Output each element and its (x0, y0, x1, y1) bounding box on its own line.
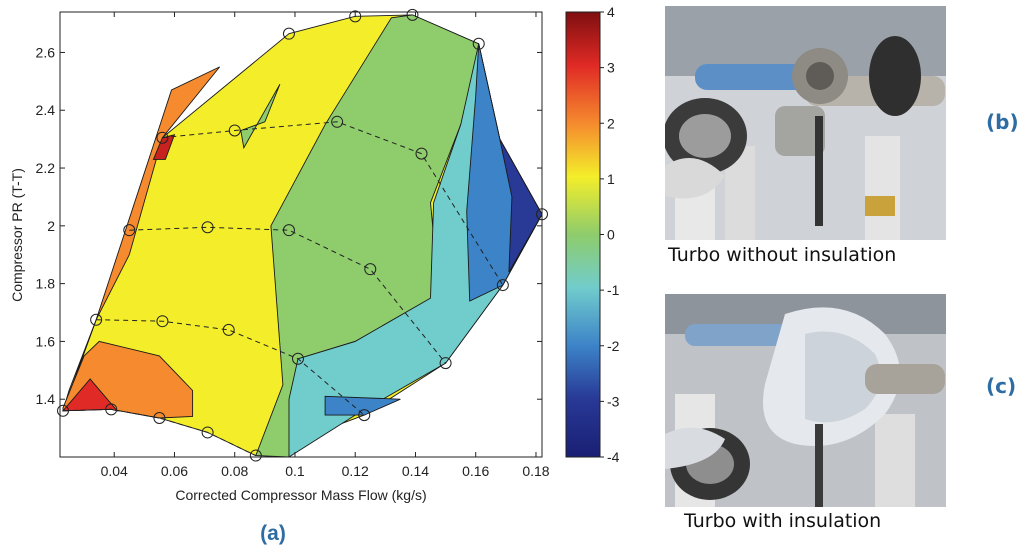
contour-region-9 (324, 395, 401, 416)
measurement-point-6 (439, 357, 452, 370)
speed-line-3 (162, 121, 504, 286)
measurement-point-3 (201, 426, 214, 439)
panel-label-b: (b) (986, 110, 1019, 134)
colorbar-tick-label: 2 (607, 115, 615, 131)
measurement-points (57, 8, 548, 462)
speed-line-1 (96, 319, 365, 416)
speed-line-0 (62, 408, 257, 457)
colorbar-tick-label: 0 (607, 227, 615, 243)
panel-label-c: (c) (986, 374, 1017, 398)
measurement-point-22 (349, 10, 362, 23)
contour-region-8 (466, 43, 542, 302)
measurement-point-20 (415, 147, 428, 160)
caption-c: Turbo with insulation (684, 510, 882, 532)
y-axis: 1.4 1.6 1.8 2 2.2 2.4 2.6 (36, 44, 542, 407)
photo-turbo-without-insulation (665, 6, 946, 240)
y-tick-label: 1.4 (36, 391, 56, 407)
measurement-point-1 (105, 403, 118, 416)
measurement-point-17 (156, 131, 169, 144)
contour-region-10 (499, 138, 542, 273)
contour-region-4 (152, 134, 176, 160)
measurement-point-11 (222, 323, 235, 336)
measurement-point-24 (472, 37, 485, 50)
x-tick-label: 0.04 (101, 463, 128, 479)
colorbar-tick-label: -2 (607, 338, 620, 354)
y-tick-label: 1.6 (36, 333, 56, 349)
x-axis-label: Corrected Compressor Mass Flow (kg/s) (175, 487, 426, 503)
x-tick-label: 0.12 (342, 463, 369, 479)
measurement-point-16 (364, 263, 377, 276)
measurement-point-5 (358, 409, 371, 422)
panel-label-a: (a) (260, 522, 286, 545)
y-tick-label: 2.6 (36, 44, 56, 60)
measurement-point-21 (282, 27, 295, 40)
x-tick-label: 0.1 (285, 463, 305, 479)
x-axis: 0.04 0.06 0.08 0.1 0.12 0.14 0.16 0.18 (101, 12, 550, 479)
speed-lines (62, 121, 504, 457)
x-tick-label: 0.16 (462, 463, 489, 479)
speed-line-2 (129, 226, 446, 364)
colorbar (565, 11, 601, 458)
plot-frame (59, 11, 543, 458)
measurement-point-10 (156, 315, 169, 328)
measurement-point-2 (153, 411, 166, 424)
x-tick-label: 0.18 (522, 463, 549, 479)
y-axis-label: Compressor PR (T-T) (9, 168, 25, 302)
y-tick-label: 1.8 (36, 276, 56, 292)
colorbar-tick-label: 3 (607, 60, 615, 76)
measurement-point-18 (228, 124, 241, 137)
colorbar-tick-label: 1 (607, 171, 615, 187)
photo-turbo-with-insulation (665, 294, 946, 507)
measurement-point-23 (406, 8, 419, 21)
measurement-point-7 (496, 279, 509, 292)
measurement-point-19 (331, 115, 344, 128)
contour-region-1 (62, 66, 221, 411)
caption-b: Turbo without insulation (668, 244, 897, 266)
y-tick-label: 2 (47, 218, 55, 234)
contour-region-6 (240, 83, 281, 150)
x-tick-label: 0.14 (402, 463, 429, 479)
y-tick-label: 2.2 (36, 160, 56, 176)
measurement-point-14 (201, 221, 214, 234)
colorbar-ticks: 4 3 2 1 0 -1 -2 -3 -4 (600, 4, 620, 465)
y-tick-label: 2.4 (36, 102, 56, 118)
measurement-point-0 (57, 404, 70, 417)
x-tick-label: 0.06 (161, 463, 188, 479)
measurement-point-13 (123, 224, 136, 237)
colorbar-tick-label: -1 (607, 282, 620, 298)
measurement-point-12 (291, 352, 304, 365)
x-tick-label: 0.08 (221, 463, 248, 479)
measurement-point-4 (249, 449, 262, 462)
colorbar-tick-label: -3 (607, 393, 620, 409)
measurement-point-9 (90, 313, 103, 326)
contour-regions (61, 14, 542, 457)
measurement-point-15 (282, 224, 295, 237)
colorbar-tick-label: -4 (607, 449, 620, 465)
colorbar-tick-label: 4 (607, 4, 615, 20)
